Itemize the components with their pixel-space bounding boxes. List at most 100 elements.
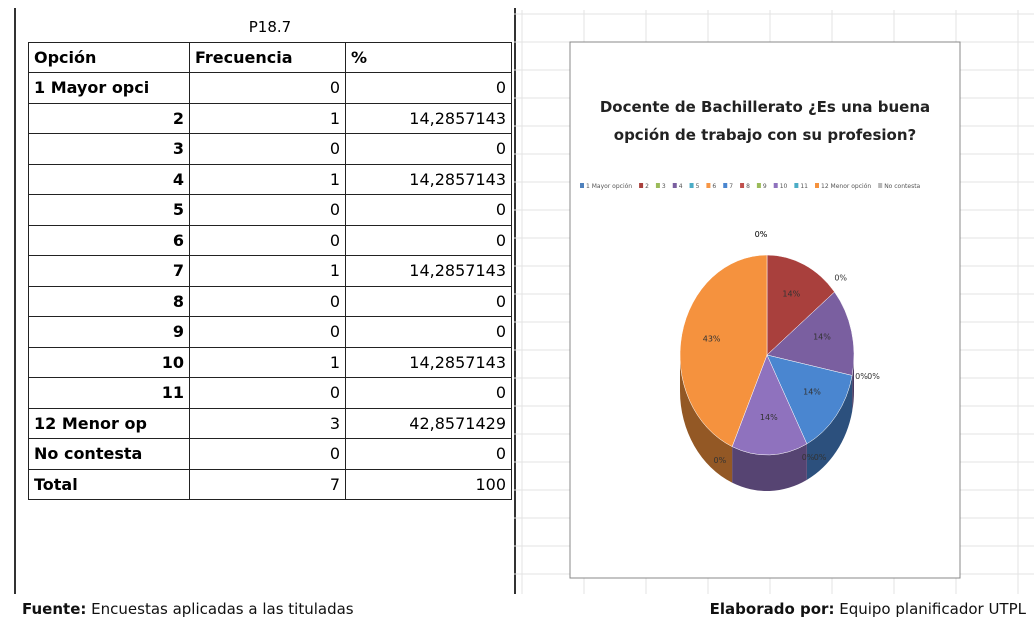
legend-swatch <box>878 183 883 188</box>
pie-side <box>852 355 854 412</box>
pie-slice <box>766 291 855 376</box>
option-cell: 11 <box>28 377 190 409</box>
percent-cell: 0 <box>345 72 512 104</box>
frequency-cell: 0 <box>189 194 346 226</box>
option-cell: 6 <box>28 224 190 256</box>
header-row: Opción Frecuencia% <box>28 41 512 73</box>
option-cell: 8 <box>28 285 190 317</box>
data-label: 14% <box>803 387 821 396</box>
percent-cell: 14,2857143 <box>345 102 512 134</box>
frequency-cell: 0 <box>189 72 346 104</box>
legend-swatch <box>580 183 584 188</box>
table-row: 1 Mayor opci 0 0 <box>28 72 512 104</box>
pie-slice <box>766 354 853 445</box>
percent-cell: 14,2857143 <box>345 163 512 195</box>
option-cell: 1 Mayor opci <box>28 72 190 104</box>
percent-cell: 0 <box>345 133 512 165</box>
title-row: P18.7 <box>28 12 512 43</box>
author-note: Elaborado por: Equipo planificador UTPL <box>710 600 1026 618</box>
data-label: 0% <box>755 230 768 239</box>
percent-cell: 0 <box>345 224 512 256</box>
pie-slice <box>731 354 808 456</box>
option-cell: Total <box>28 468 190 500</box>
legend-label: 9 <box>763 183 767 190</box>
table-title: P18.7 <box>28 12 512 43</box>
table-row: Total 7 100 <box>28 468 512 500</box>
sheet-frame <box>14 8 516 594</box>
percent-cell: 42,8571429 <box>345 407 512 439</box>
percent-cell: 0 <box>345 438 512 470</box>
source-label: Fuente: <box>22 600 87 618</box>
percent-cell: 100 <box>345 468 512 500</box>
legend-label: No contesta <box>884 183 920 190</box>
frequency-cell: 3 <box>189 407 346 439</box>
legend-swatch <box>773 183 778 188</box>
pie-side <box>806 375 853 480</box>
table-row: 10 1 14,2857143 <box>28 346 512 378</box>
legend-swatch <box>794 183 799 188</box>
data-label: 0% <box>855 372 868 381</box>
legend-swatch <box>689 183 694 188</box>
legend-swatch <box>672 183 677 188</box>
percent-cell: 0 <box>345 194 512 226</box>
source-text: Encuestas aplicadas a las tituladas <box>91 600 354 618</box>
legend-label: 4 <box>679 183 683 190</box>
legend-label: 3 <box>662 183 666 190</box>
data-label: 14% <box>813 333 831 342</box>
table-row: 4 1 14,2857143 <box>28 163 512 195</box>
percent-cell: 14,2857143 <box>345 346 512 378</box>
data-label: 0% <box>867 372 880 381</box>
legend-label: 10 <box>780 183 788 190</box>
legend-swatch <box>815 183 819 188</box>
header-cell: Opción <box>28 41 190 73</box>
option-cell: 3 <box>28 133 190 165</box>
data-label: 14% <box>760 413 778 422</box>
legend-label: 5 <box>696 183 700 190</box>
frequency-cell: 1 <box>189 102 346 134</box>
legend-swatch <box>655 183 660 188</box>
frequency-cell: 0 <box>189 377 346 409</box>
pie-side <box>732 443 807 491</box>
data-label: 0% <box>802 453 815 462</box>
legend-label: 1 Mayor opción <box>586 183 632 190</box>
pie-side <box>679 355 733 483</box>
legend-swatch <box>740 183 745 188</box>
header-cell: % <box>345 41 512 73</box>
source-note: Fuente: Encuestas aplicadas a las titula… <box>22 600 354 618</box>
data-table: P18.7 Opción Frecuencia% 1 Mayor opci 0 0 2 1 1… <box>28 12 512 500</box>
legend-label: 6 <box>712 183 716 190</box>
pie-slice <box>679 254 768 447</box>
legend-swatch <box>756 183 761 188</box>
table-row: 11 0 0 <box>28 377 512 409</box>
percent-cell: 14,2857143 <box>345 255 512 287</box>
pie-slice <box>766 254 835 356</box>
percent-cell: 0 <box>345 316 512 348</box>
option-cell: 4 <box>28 163 190 195</box>
frequency-cell: 1 <box>189 163 346 195</box>
legend-label: 7 <box>729 183 733 190</box>
chart-title: Docente de Bachillerato ¿Es una buena opc… <box>600 98 930 144</box>
data-label: 0% <box>713 456 726 465</box>
option-cell: 10 <box>28 346 190 378</box>
option-cell: 2 <box>28 102 190 134</box>
data-label: 0% <box>755 230 768 239</box>
legend-swatch <box>723 183 728 188</box>
legend-label: 11 <box>800 183 808 190</box>
frequency-cell: 0 <box>189 316 346 348</box>
table-row: 12 Menor op 3 42,8571429 <box>28 407 512 439</box>
legend-label: 12 Menor opción <box>821 183 871 190</box>
frequency-cell: 7 <box>189 468 346 500</box>
author-label: Elaborado por: <box>709 600 835 618</box>
table-row: 2 1 14,2857143 <box>28 102 512 134</box>
table-row: 7 1 14,2857143 <box>28 255 512 287</box>
header-cell: Frecuencia <box>189 41 346 73</box>
legend-swatch <box>706 183 711 188</box>
data-label: 14% <box>782 289 800 298</box>
frequency-cell: 0 <box>189 438 346 470</box>
data-label: 43% <box>703 335 721 344</box>
